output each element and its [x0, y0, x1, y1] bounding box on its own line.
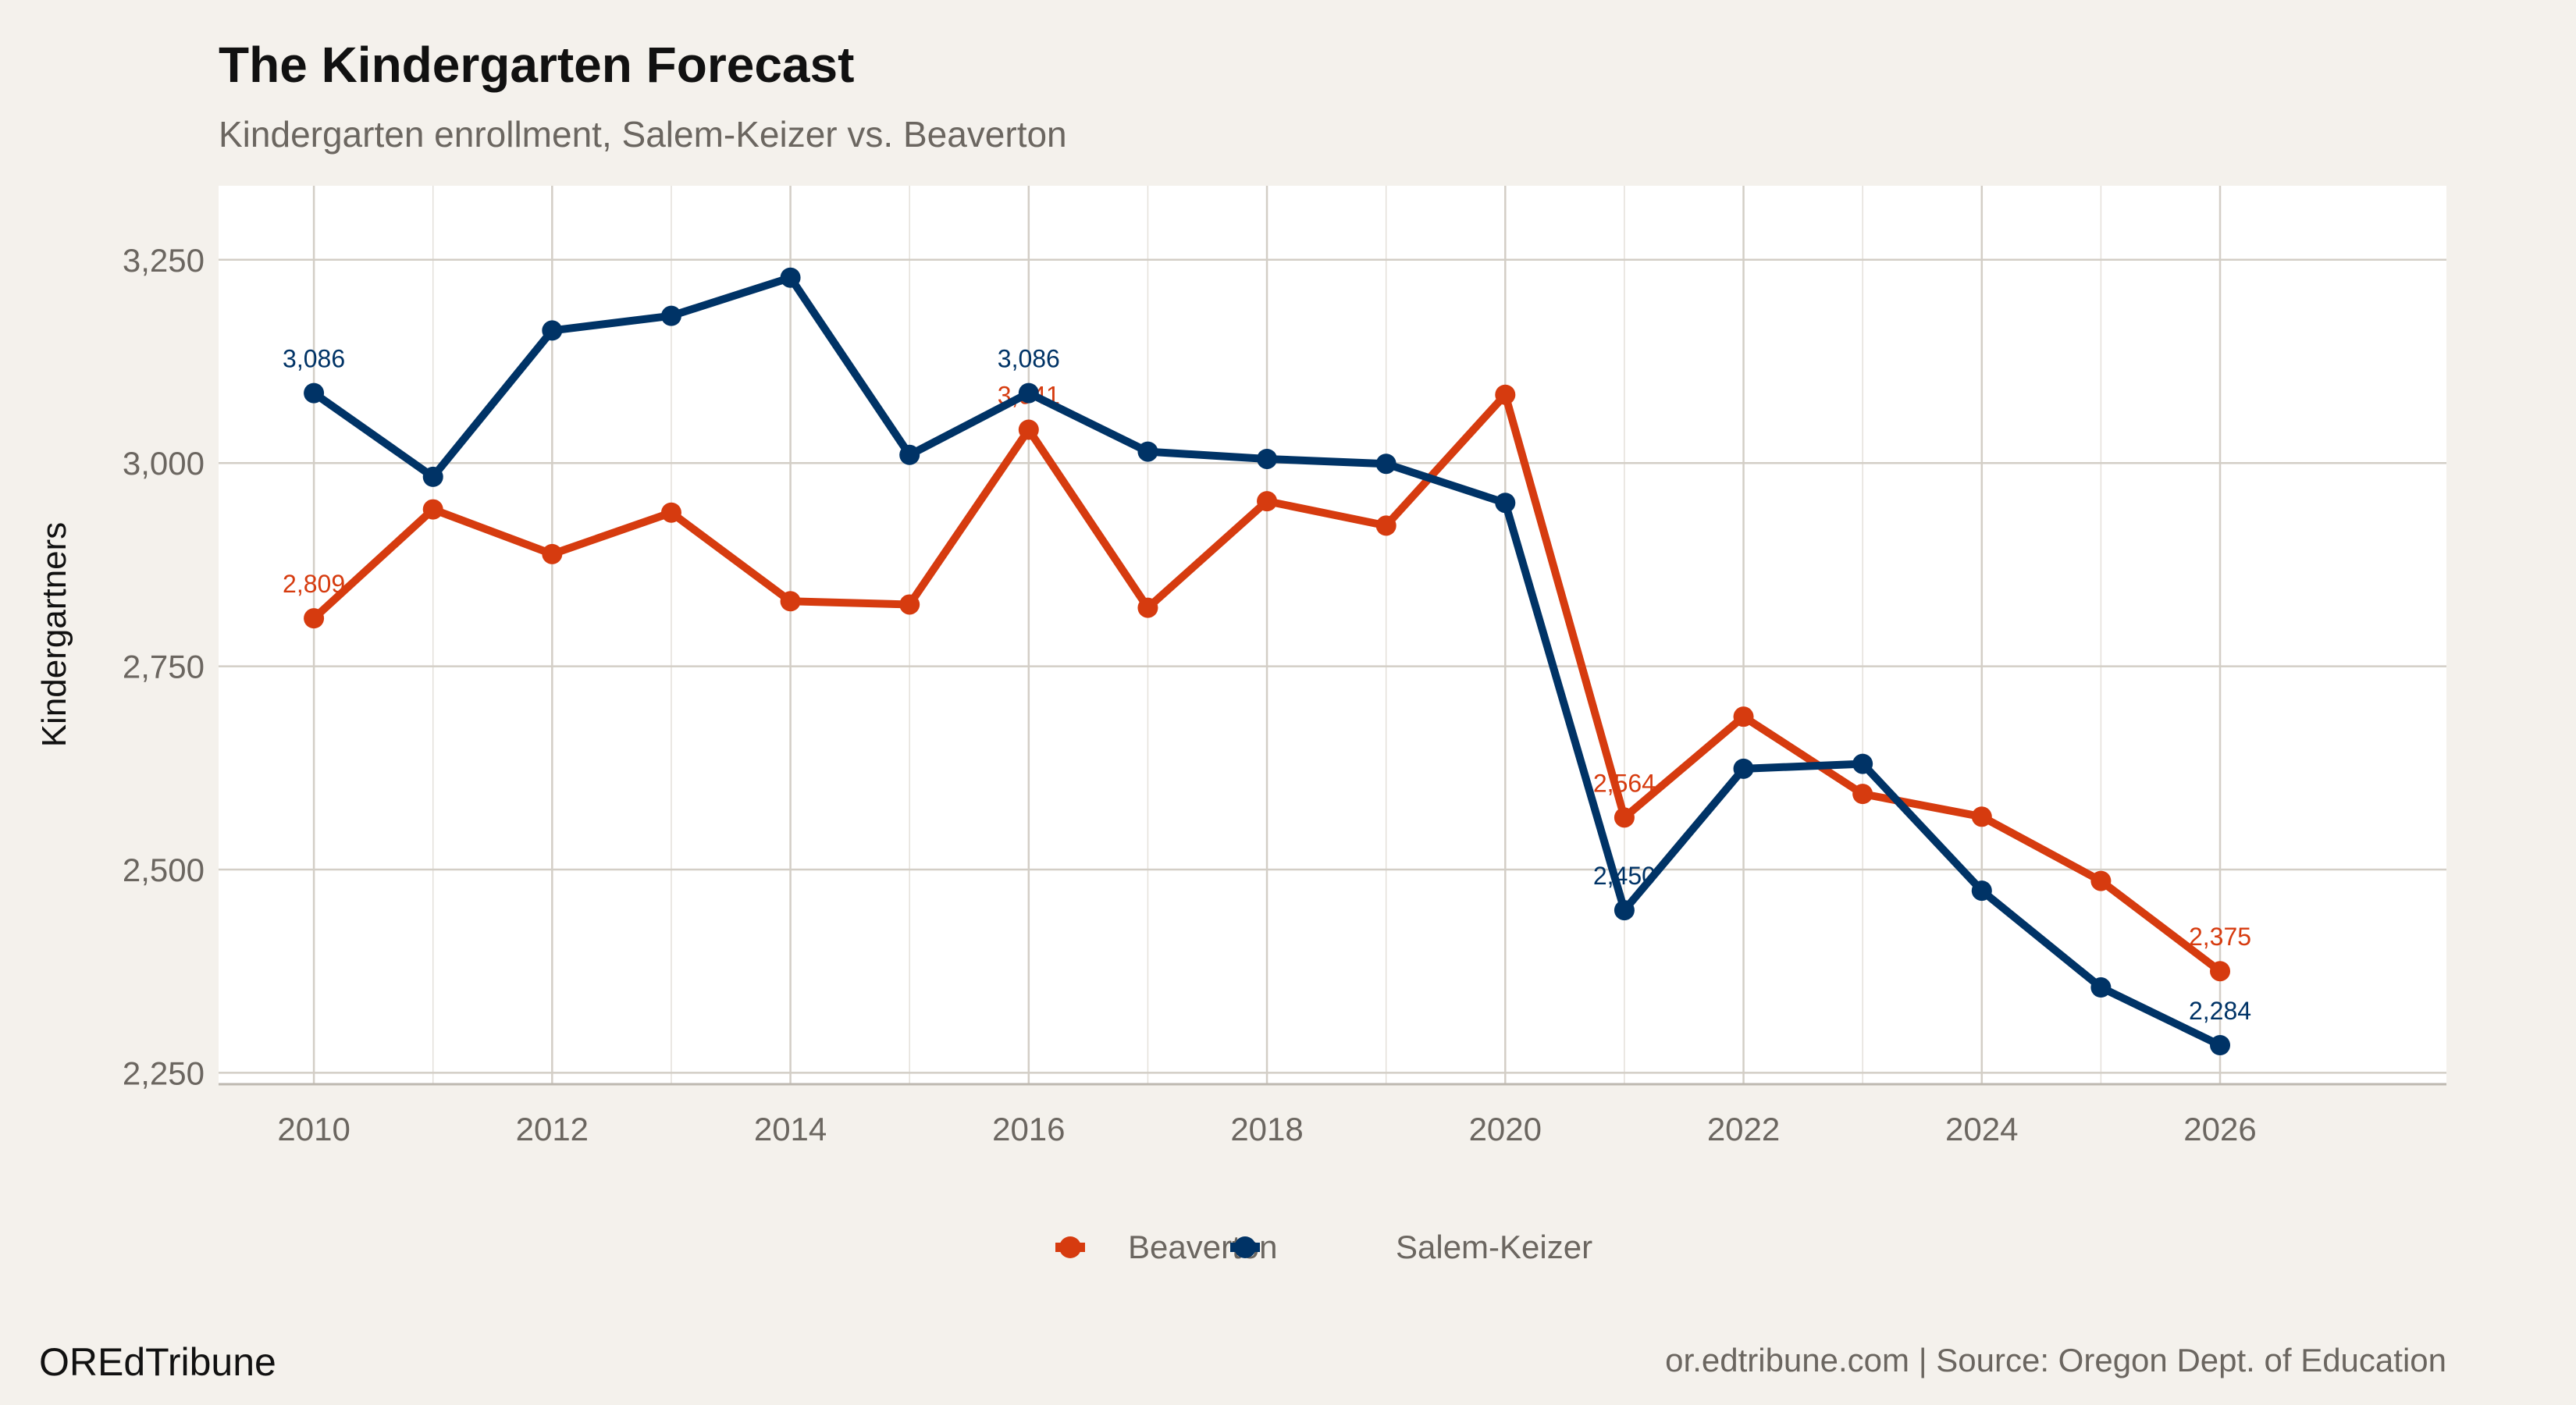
- y-tick-label: 2,250: [123, 1055, 205, 1091]
- chart-subtitle: Kindergarten enrollment, Salem-Keizer vs…: [219, 114, 1067, 155]
- x-tick-label: 2020: [1469, 1111, 1542, 1147]
- x-tick-label: 2026: [2183, 1111, 2256, 1147]
- point-salem-keizer: [1495, 493, 1516, 514]
- data-label-beaverton: 2,375: [2189, 923, 2251, 951]
- legend-marker-beaverton: [1059, 1236, 1081, 1258]
- y-tick-label: 2,750: [123, 649, 205, 685]
- point-salem-keizer: [1614, 900, 1635, 921]
- point-salem-keizer: [304, 382, 325, 404]
- point-beaverton: [2090, 870, 2112, 891]
- x-tick-label: 2010: [277, 1111, 350, 1147]
- y-axis-label: Kindergartners: [35, 522, 73, 748]
- footer-source: or.edtribune.com | Source: Oregon Dept. …: [1665, 1342, 2446, 1378]
- chart-title: The Kindergarten Forecast: [219, 37, 854, 93]
- point-beaverton: [1971, 806, 1992, 827]
- legend: Beaverton Salem-Keizer: [1055, 1229, 1592, 1265]
- point-salem-keizer: [1257, 448, 1278, 469]
- point-beaverton: [542, 543, 563, 564]
- point-salem-keizer: [660, 305, 681, 326]
- y-tick-label: 3,000: [123, 445, 205, 482]
- data-label-salem-keizer: 2,284: [2189, 997, 2251, 1025]
- point-salem-keizer: [2210, 1035, 2231, 1056]
- point-beaverton: [1852, 784, 1873, 805]
- point-beaverton: [660, 502, 681, 523]
- plot-panel: [219, 186, 2446, 1084]
- point-beaverton: [899, 594, 920, 615]
- point-salem-keizer: [899, 444, 920, 465]
- point-salem-keizer: [542, 320, 563, 341]
- data-label-salem-keizer: 3,086: [998, 345, 1060, 373]
- point-salem-keizer: [780, 267, 801, 288]
- data-label-salem-keizer: 3,086: [283, 345, 345, 373]
- y-tick-label: 2,500: [123, 852, 205, 888]
- point-beaverton: [1018, 419, 1039, 440]
- legend-label-salem-keizer: Salem-Keizer: [1396, 1229, 1592, 1265]
- point-beaverton: [780, 591, 801, 612]
- point-beaverton: [1137, 597, 1158, 618]
- point-beaverton: [422, 499, 443, 520]
- point-beaverton: [1375, 515, 1397, 536]
- x-tick-label: 2022: [1707, 1111, 1780, 1147]
- legend-marker-salem-keizer: [1234, 1236, 1256, 1258]
- y-tick-label: 3,250: [123, 242, 205, 279]
- point-salem-keizer: [1018, 382, 1039, 404]
- point-salem-keizer: [1375, 454, 1397, 475]
- point-salem-keizer: [1971, 880, 1992, 902]
- point-beaverton: [2210, 961, 2231, 982]
- point-salem-keizer: [2090, 977, 2112, 998]
- x-tick-label: 2014: [754, 1111, 827, 1147]
- point-beaverton: [1733, 706, 1754, 727]
- x-tick-label: 2018: [1230, 1111, 1303, 1147]
- point-beaverton: [304, 608, 325, 629]
- point-beaverton: [1257, 491, 1278, 512]
- footer-brand: OREdTribune: [39, 1340, 276, 1384]
- point-beaverton: [1614, 807, 1635, 828]
- data-label-beaverton: 2,564: [1593, 769, 1656, 797]
- x-tick-label: 2024: [1945, 1111, 2018, 1147]
- point-salem-keizer: [422, 466, 443, 487]
- x-tick-label: 2012: [516, 1111, 589, 1147]
- point-salem-keizer: [1137, 441, 1158, 462]
- point-salem-keizer: [1852, 753, 1873, 774]
- data-label-salem-keizer: 2,450: [1593, 862, 1656, 890]
- data-label-beaverton: 2,809: [283, 570, 345, 598]
- x-tick-label: 2016: [992, 1111, 1065, 1147]
- point-beaverton: [1495, 384, 1516, 405]
- point-salem-keizer: [1733, 758, 1754, 779]
